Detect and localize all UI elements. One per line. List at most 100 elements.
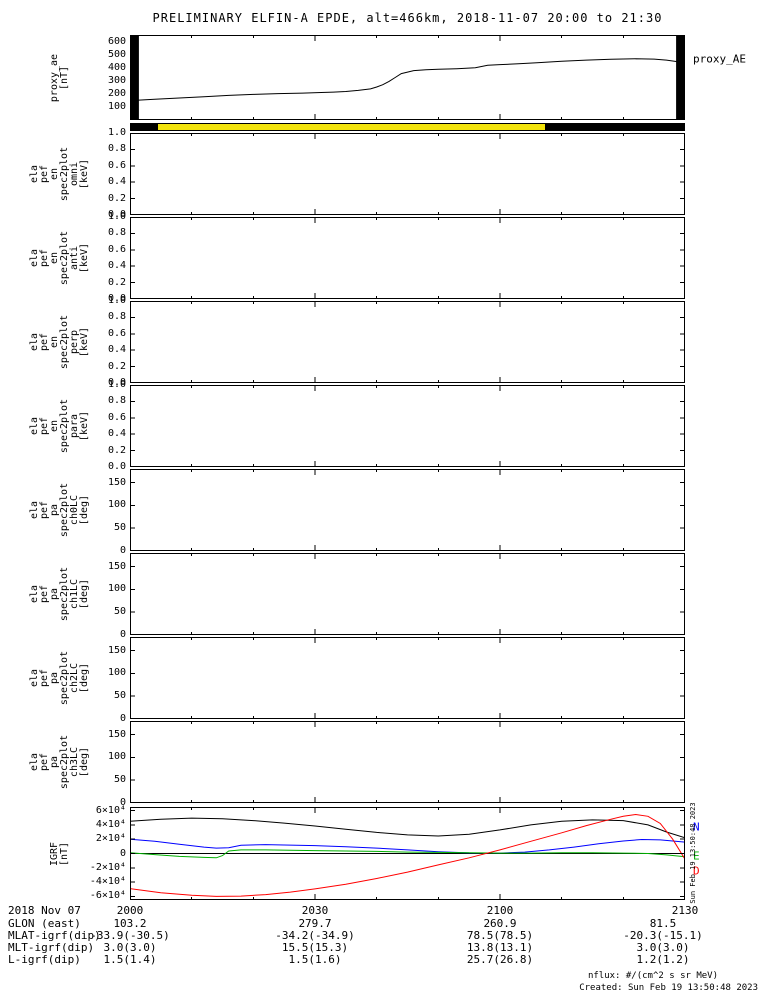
y-tick-label: 0 [119,847,126,859]
y-tick-label: 0.2 [107,360,126,372]
panel-proxy [130,35,685,120]
right-label-N: N [693,820,700,834]
ephemeris-row-mlt: MLT-igrf(dip) 3.0(3.0) 15.5(15.3) 13.8(1… [0,941,775,954]
y-tick-label: 150 [107,560,126,572]
ephemeris-value: 25.7(26.8) [466,953,534,966]
y-tick-label: 0.4 [107,428,126,440]
panel-pa_ch0 [130,469,685,551]
availability-bar [130,123,685,131]
y-tick-label: 0.6 [107,327,126,339]
series-E-line [130,849,685,859]
y-tick-label: 0.6 [107,411,126,423]
y-tick-label: 100 [107,667,126,679]
ephemeris-row-glon: GLON (east) 103.2 279.7 260.9 81.5 [0,917,775,930]
y-tick-label: 100 [107,100,126,112]
availability-segment [157,124,545,130]
y-axis-label-pa_ch0: ela pef pa spec2plot ch0LC [deg] [29,482,90,538]
y-tick-label: 50 [113,522,126,534]
created-timestamp: Created: Sun Feb 19 13:50:48 2023 [579,983,758,993]
series-N-line [130,838,685,854]
side-timestamp: Sun Feb 19 13:50:48 2023 [689,802,697,904]
ephemeris-value: 1.5(1.4) [103,953,157,966]
ephemeris-value: 3.0(3.0) [103,941,157,954]
y-tick-label: -4×10⁴ [89,876,126,888]
y-tick-label: 1.0 [107,211,126,222]
ephemeris-value: -34.2(-34.9) [275,929,355,942]
y-tick-label: 0.8 [107,311,126,323]
y-tick-label: 0 [119,629,126,640]
y-tick-label: 100 [107,583,126,595]
panel-pa_ch2 [130,637,685,719]
y-tick-label: 0 [119,713,126,724]
y-tick-label: 0.8 [107,143,126,155]
x-tick-label: 2130 [671,904,699,917]
ephemeris-value: 15.5(15.3) [281,941,349,954]
panel-en_anti [130,217,685,299]
ephemeris-value: 260.9 [483,917,517,930]
y-tick-label: 0 [119,545,126,556]
y-axis-label-pa_ch3: ela pef pa spec2plot ch3LC [deg] [29,734,90,790]
y-axis-label-pa_ch1: ela pef pa spec2plot ch1LC [deg] [29,566,90,622]
y-tick-label: 200 [107,87,126,99]
ephemeris-value: 1.2(1.2) [636,953,690,966]
y-tick-label: 300 [107,74,126,86]
y-tick-label: 6×10⁴ [95,804,126,816]
y-axis-label-en_omni: ela pef en spec2plot omni [keV] [29,146,90,202]
y-tick-label: 0.8 [107,395,126,407]
y-tick-label: 0.0 [107,209,126,220]
y-tick-label: 0.0 [107,293,126,304]
date-label: 2018 Nov 07 [8,904,81,917]
plot-title: PRELIMINARY ELFIN-A EPDE, alt=466km, 201… [152,11,663,25]
y-tick-label: 0.2 [107,276,126,288]
right-label-E: E [693,849,700,863]
y-tick-label: 0.6 [107,159,126,171]
y-axis-label-pa_ch2: ela pef pa spec2plot ch2LC [deg] [29,650,90,706]
y-tick-label: 50 [113,606,126,618]
y-tick-label: 150 [107,644,126,656]
ephemeris-value: 78.5(78.5) [466,929,534,942]
panel-en_para [130,385,685,467]
ephemeris-value: 103.2 [113,917,147,930]
panel-pa_ch3 [130,721,685,803]
y-tick-label: 600 [107,35,126,47]
y-tick-label: 4×10⁴ [95,818,126,830]
y-tick-label: 1.0 [107,379,126,390]
y-axis-label-en_para: ela pef en spec2plot para [keV] [29,398,90,454]
ephemeris-value: 1.5(1.6) [288,953,342,966]
nflux-units-note: nflux: #/(cm^2 s sr MeV) [587,971,718,981]
row-label: L-igrf(dip) [8,953,81,966]
ephemeris-value: 3.0(3.0) [636,941,690,954]
availability-segment [544,124,684,130]
y-tick-label: 2×10⁴ [95,833,126,845]
y-tick-label: 150 [107,728,126,740]
y-tick-label: 1.0 [107,127,126,138]
y-tick-label: 100 [107,751,126,763]
y-tick-label: 0 [119,797,126,808]
x-tick-label: 2100 [486,904,514,917]
series-D-line [130,813,685,897]
y-tick-label: 1.0 [107,295,126,306]
ephemeris-value: -20.3(-15.1) [623,929,703,942]
y-tick-label: 400 [107,61,126,73]
y-tick-label: 50 [113,690,126,702]
y-tick-label: 100 [107,499,126,511]
y-tick-label: 0.4 [107,176,126,188]
ephemeris-value: 279.7 [298,917,332,930]
x-axis-label-row: 2018 Nov 07 2000 2030 2100 2130 [0,904,775,917]
y-tick-label: 0.0 [107,461,126,472]
y-tick-label: -2×10⁴ [89,861,126,873]
y-tick-label: 50 [113,774,126,786]
series-B-line [130,817,685,839]
y-tick-label: 0.4 [107,260,126,272]
row-label: MLT-igrf(dip) [8,941,95,954]
y-axis-label-igrf: IGRF [nT] [49,841,70,866]
right-label-D: D [693,864,700,878]
y-tick-label: 0.2 [107,444,126,456]
y-tick-label: 0.2 [107,192,126,204]
ephemeris-value: 81.5 [649,917,677,930]
y-axis-label-en_anti: ela pef en spec2plot anti [keV] [29,230,90,286]
y-tick-label: -6×10⁴ [89,890,126,902]
series-proxy_AE-line [130,58,685,102]
panel-en_perp [130,301,685,383]
